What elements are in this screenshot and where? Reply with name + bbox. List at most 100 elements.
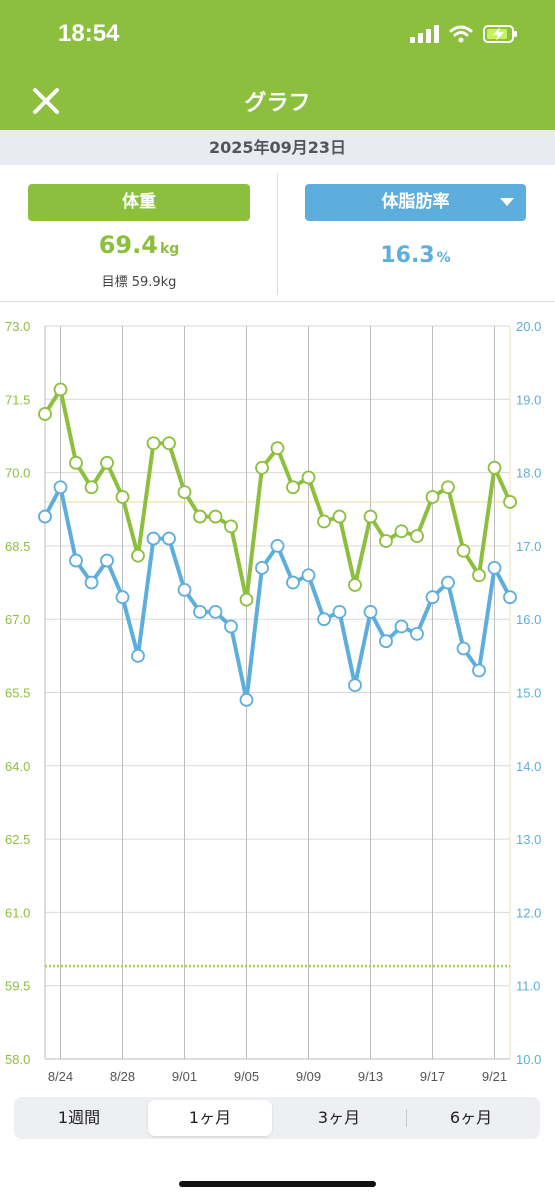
- weight-data-point: [301, 470, 316, 485]
- period-tabs: 1週間 1ヶ月 3ヶ月 6ヶ月: [14, 1097, 540, 1139]
- body-fat-data-point: [425, 590, 440, 605]
- weight-data-point: [332, 509, 347, 524]
- tab-separator: [406, 1109, 407, 1127]
- body-fat-data-point: [69, 553, 83, 568]
- weight-data-point: [177, 485, 192, 500]
- y-right-tick-label: 19.0: [516, 392, 541, 407]
- y-left-tick-label: 58.0: [5, 1052, 30, 1067]
- status-bar: 18:54: [0, 0, 555, 75]
- weight-data-point: [69, 455, 83, 470]
- y-right-tick-label: 15.0: [516, 686, 541, 701]
- dropdown-arrow-icon: [500, 198, 514, 206]
- weight-data-point: [255, 460, 269, 475]
- y-left-tick-label: 65.5: [5, 686, 30, 701]
- weight-data-point: [487, 460, 502, 475]
- body-fat-data-point: [193, 604, 207, 619]
- weight-data-point: [100, 455, 114, 470]
- body-fat-data-point: [410, 626, 424, 641]
- weight-data-point: [441, 480, 455, 495]
- weight-data-point: [348, 578, 362, 592]
- y-left-tick-label: 68.5: [5, 539, 30, 554]
- y-right-tick-label: 17.0: [516, 539, 541, 554]
- weight-data-point: [115, 490, 130, 504]
- body-fat-data-point: [208, 604, 223, 619]
- body-fat-value-number: 16.3: [380, 243, 435, 268]
- weight-data-point: [53, 382, 68, 397]
- weight-data-point: [224, 519, 238, 534]
- body-fat-data-point: [286, 575, 300, 590]
- weight-data-point: [208, 509, 223, 524]
- body-fat-data-point: [441, 575, 455, 590]
- body-fat-data-point: [131, 648, 145, 663]
- x-tick-label: 8/28: [110, 1069, 135, 1084]
- y-left-tick-label: 71.5: [5, 392, 30, 407]
- y-left-tick-label: 59.5: [5, 979, 30, 994]
- body-fat-data-point: [146, 531, 161, 546]
- weight-data-point: [193, 509, 207, 524]
- y-right-tick-label: 10.0: [516, 1052, 541, 1067]
- body-fat-data-point: [115, 590, 130, 605]
- y-right-tick-label: 13.0: [516, 832, 541, 847]
- x-tick-label: 9/17: [420, 1069, 445, 1084]
- weight-target: 目標 59.9kg: [101, 275, 177, 290]
- nav-bar: グラフ: [0, 75, 555, 130]
- body-fat-data-point: [53, 480, 68, 495]
- y-right-tick-label: 18.0: [516, 466, 541, 481]
- body-fat-data-point: [270, 538, 285, 553]
- body-fat-data-point: [456, 641, 471, 656]
- body-fat-data-point: [379, 634, 393, 649]
- y-right-tick-label: 20.0: [516, 319, 541, 334]
- body-fat-data-point: [224, 619, 238, 634]
- body-fat-data-point: [255, 560, 269, 575]
- home-indicator: [179, 1181, 376, 1187]
- tab-1-week[interactable]: 1週間: [57, 1108, 101, 1127]
- weight-series-line: [43, 387, 512, 602]
- weight-data-point: [239, 592, 254, 607]
- battery-charging-icon: [483, 25, 517, 43]
- weight-value: 69.4 kg: [28, 231, 250, 259]
- tab-3-months[interactable]: 3ヶ月: [317, 1108, 361, 1127]
- y-left-tick-label: 64.0: [5, 759, 30, 774]
- date-label: 2025年09月23日: [0, 130, 555, 165]
- x-tick-label: 8/24: [48, 1069, 73, 1084]
- cellular-signal-icon: [410, 25, 439, 43]
- body-fat-series-line: [43, 485, 512, 702]
- page-title: グラフ: [244, 91, 311, 116]
- x-tick-label: 9/09: [296, 1069, 321, 1084]
- status-icons: [410, 24, 519, 44]
- weight-unit: kg: [159, 241, 180, 257]
- body-fat-data-point: [332, 604, 347, 619]
- y-left-tick-label: 67.0: [5, 612, 30, 627]
- close-icon: [33, 88, 59, 114]
- weight-button-label: 体重: [122, 192, 156, 212]
- body-fat-data-point: [38, 509, 52, 524]
- y-left-tick-label: 73.0: [5, 319, 30, 334]
- weight-data-point: [38, 407, 52, 421]
- body-fat-data-point: [162, 531, 176, 546]
- body-fat-data-point: [239, 692, 254, 707]
- tab-6-months[interactable]: 6ヶ月: [449, 1108, 493, 1127]
- x-tick-label: 9/05: [234, 1069, 259, 1084]
- weight-button[interactable]: 体重: [28, 184, 250, 221]
- weight-data-point: [131, 548, 145, 563]
- tab-1-month[interactable]: 1ヶ月: [148, 1100, 272, 1136]
- y-right-tick-label: 12.0: [516, 905, 541, 920]
- body-fat-unit: %: [436, 250, 451, 266]
- body-fat-data-point: [503, 590, 517, 605]
- status-time: 18:54: [58, 20, 120, 47]
- metrics-panel: 体重 69.4 kg 目標 59.9kg 体脂肪率 16.3%: [0, 165, 555, 302]
- metric-divider: [277, 173, 278, 295]
- weight-data-point: [286, 480, 300, 495]
- y-right-tick-label: 16.0: [516, 612, 541, 627]
- body-fat-data-point: [487, 560, 502, 575]
- x-tick-label: 9/01: [172, 1069, 197, 1084]
- y-left-tick-label: 70.0: [5, 466, 30, 481]
- y-right-tick-label: 14.0: [516, 759, 541, 774]
- close-button[interactable]: [26, 81, 66, 121]
- x-tick-label: 9/13: [358, 1069, 383, 1084]
- weight-data-point: [162, 436, 176, 451]
- body-fat-dropdown-label: 体脂肪率: [381, 192, 450, 212]
- body-fat-data-point: [472, 663, 486, 678]
- body-fat-dropdown[interactable]: 体脂肪率: [305, 184, 526, 221]
- body-fat-data-point: [84, 575, 99, 590]
